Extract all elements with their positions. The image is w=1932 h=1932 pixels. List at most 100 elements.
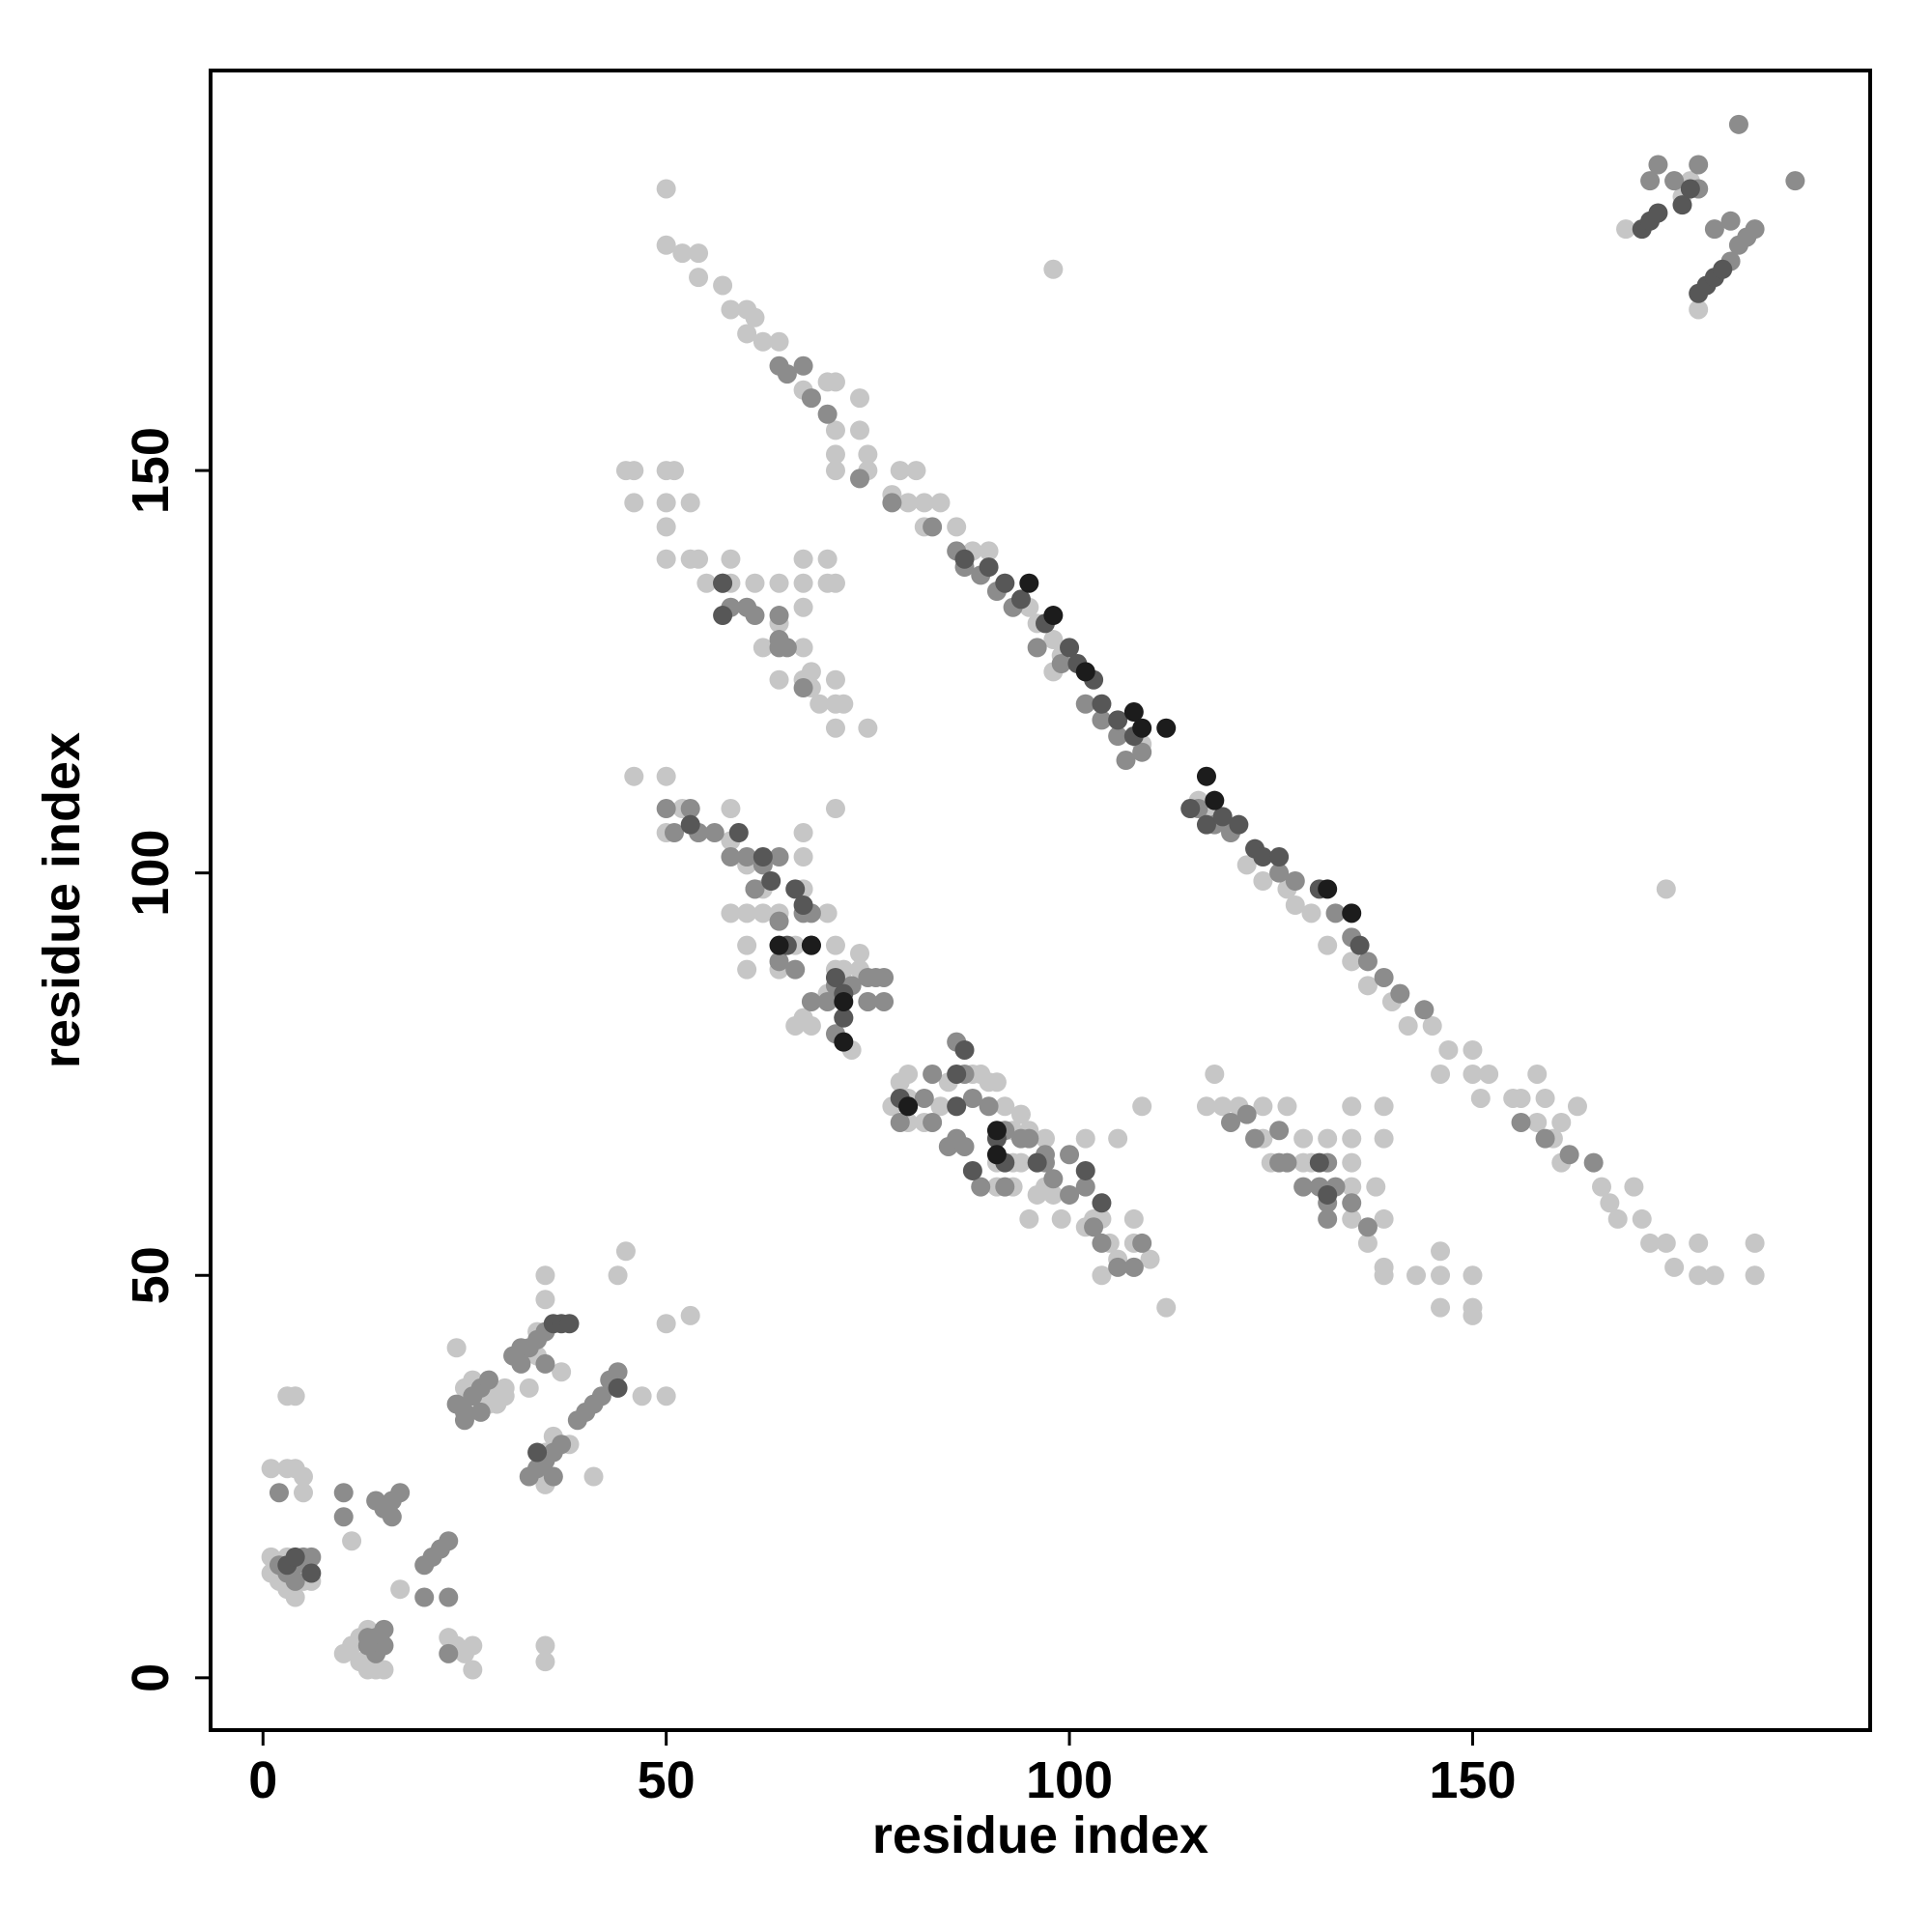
point xyxy=(1357,976,1378,996)
point xyxy=(914,493,934,513)
point xyxy=(1051,1208,1071,1229)
point xyxy=(1318,1184,1338,1205)
x-tick-label: 100 xyxy=(1026,1751,1113,1809)
point xyxy=(801,662,821,682)
point xyxy=(769,952,789,972)
point xyxy=(1689,155,1709,175)
point xyxy=(858,444,878,465)
point xyxy=(680,814,700,835)
point xyxy=(825,935,845,955)
point xyxy=(801,991,821,1011)
point xyxy=(1704,1265,1724,1286)
point xyxy=(1060,1145,1080,1165)
point xyxy=(817,549,838,569)
point xyxy=(294,1483,314,1503)
point xyxy=(301,1563,322,1583)
point xyxy=(753,331,773,352)
point xyxy=(947,1096,967,1117)
point xyxy=(1374,1096,1394,1117)
point xyxy=(914,1088,934,1108)
point xyxy=(535,1265,555,1286)
point xyxy=(1060,1184,1080,1205)
point xyxy=(1132,742,1152,762)
point xyxy=(923,517,943,537)
point xyxy=(1253,847,1273,867)
point xyxy=(357,1628,378,1648)
point xyxy=(1196,766,1216,786)
point xyxy=(535,1652,555,1672)
point xyxy=(656,1386,676,1406)
point xyxy=(810,694,830,714)
point xyxy=(1301,903,1321,923)
point xyxy=(1229,814,1249,835)
point xyxy=(858,718,878,738)
point xyxy=(793,895,813,915)
point xyxy=(1357,952,1378,972)
point xyxy=(979,557,999,578)
point xyxy=(656,799,676,819)
point xyxy=(1463,1265,1483,1286)
point xyxy=(1357,1233,1378,1253)
point xyxy=(439,1643,459,1663)
point xyxy=(689,268,709,288)
point xyxy=(1463,1305,1483,1325)
point xyxy=(1293,1177,1314,1197)
point xyxy=(1245,1128,1265,1149)
point xyxy=(1108,710,1128,730)
point xyxy=(713,275,733,296)
point xyxy=(986,1072,1007,1093)
point xyxy=(769,669,789,690)
point xyxy=(261,1459,281,1479)
point xyxy=(737,935,757,955)
point xyxy=(858,991,878,1011)
point xyxy=(817,991,838,1011)
point xyxy=(1592,1177,1612,1197)
point xyxy=(624,766,644,786)
point xyxy=(1060,638,1080,658)
point xyxy=(624,461,644,481)
point xyxy=(1043,1169,1064,1189)
point xyxy=(1713,259,1733,279)
point xyxy=(825,420,845,440)
point xyxy=(1205,1064,1225,1084)
point xyxy=(898,493,919,513)
point xyxy=(1253,1096,1273,1117)
point xyxy=(954,549,975,569)
point xyxy=(1092,1193,1112,1213)
point xyxy=(817,903,838,923)
point xyxy=(930,1096,951,1117)
point xyxy=(470,1402,491,1422)
point xyxy=(769,638,789,658)
point xyxy=(285,1386,305,1406)
point xyxy=(1745,1265,1765,1286)
point xyxy=(535,1353,555,1374)
point xyxy=(995,573,1015,593)
point xyxy=(785,879,806,899)
point xyxy=(689,243,709,264)
point xyxy=(1664,1257,1685,1277)
point xyxy=(390,1483,411,1503)
point xyxy=(713,573,733,593)
point xyxy=(1632,1208,1652,1229)
point xyxy=(1156,1297,1177,1318)
point xyxy=(890,1112,910,1132)
point xyxy=(745,606,765,626)
point xyxy=(793,1008,813,1028)
point xyxy=(986,1121,1007,1141)
point xyxy=(1366,1177,1386,1197)
point xyxy=(1535,1128,1555,1149)
point xyxy=(632,1386,652,1406)
point xyxy=(1357,1217,1378,1237)
point xyxy=(1720,211,1741,231)
point xyxy=(552,1362,572,1382)
point xyxy=(615,1241,636,1262)
point xyxy=(487,1394,507,1414)
point xyxy=(979,541,999,561)
point xyxy=(1648,155,1668,175)
point xyxy=(656,235,676,255)
point xyxy=(333,1483,354,1503)
point xyxy=(1140,1249,1160,1269)
point xyxy=(979,1096,999,1117)
point xyxy=(825,967,845,987)
point xyxy=(285,1571,305,1591)
